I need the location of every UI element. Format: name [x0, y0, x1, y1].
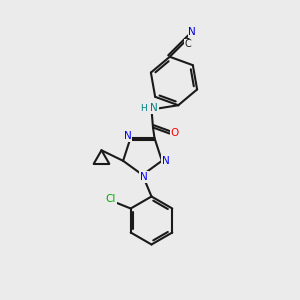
- Text: Cl: Cl: [105, 194, 116, 204]
- Text: H: H: [140, 103, 146, 112]
- Text: N: N: [188, 27, 196, 37]
- Text: N: N: [140, 172, 148, 182]
- Text: N: N: [150, 103, 158, 113]
- Text: N: N: [124, 131, 131, 142]
- Text: C: C: [184, 40, 191, 50]
- Text: N: N: [162, 156, 170, 166]
- Text: O: O: [171, 128, 179, 139]
